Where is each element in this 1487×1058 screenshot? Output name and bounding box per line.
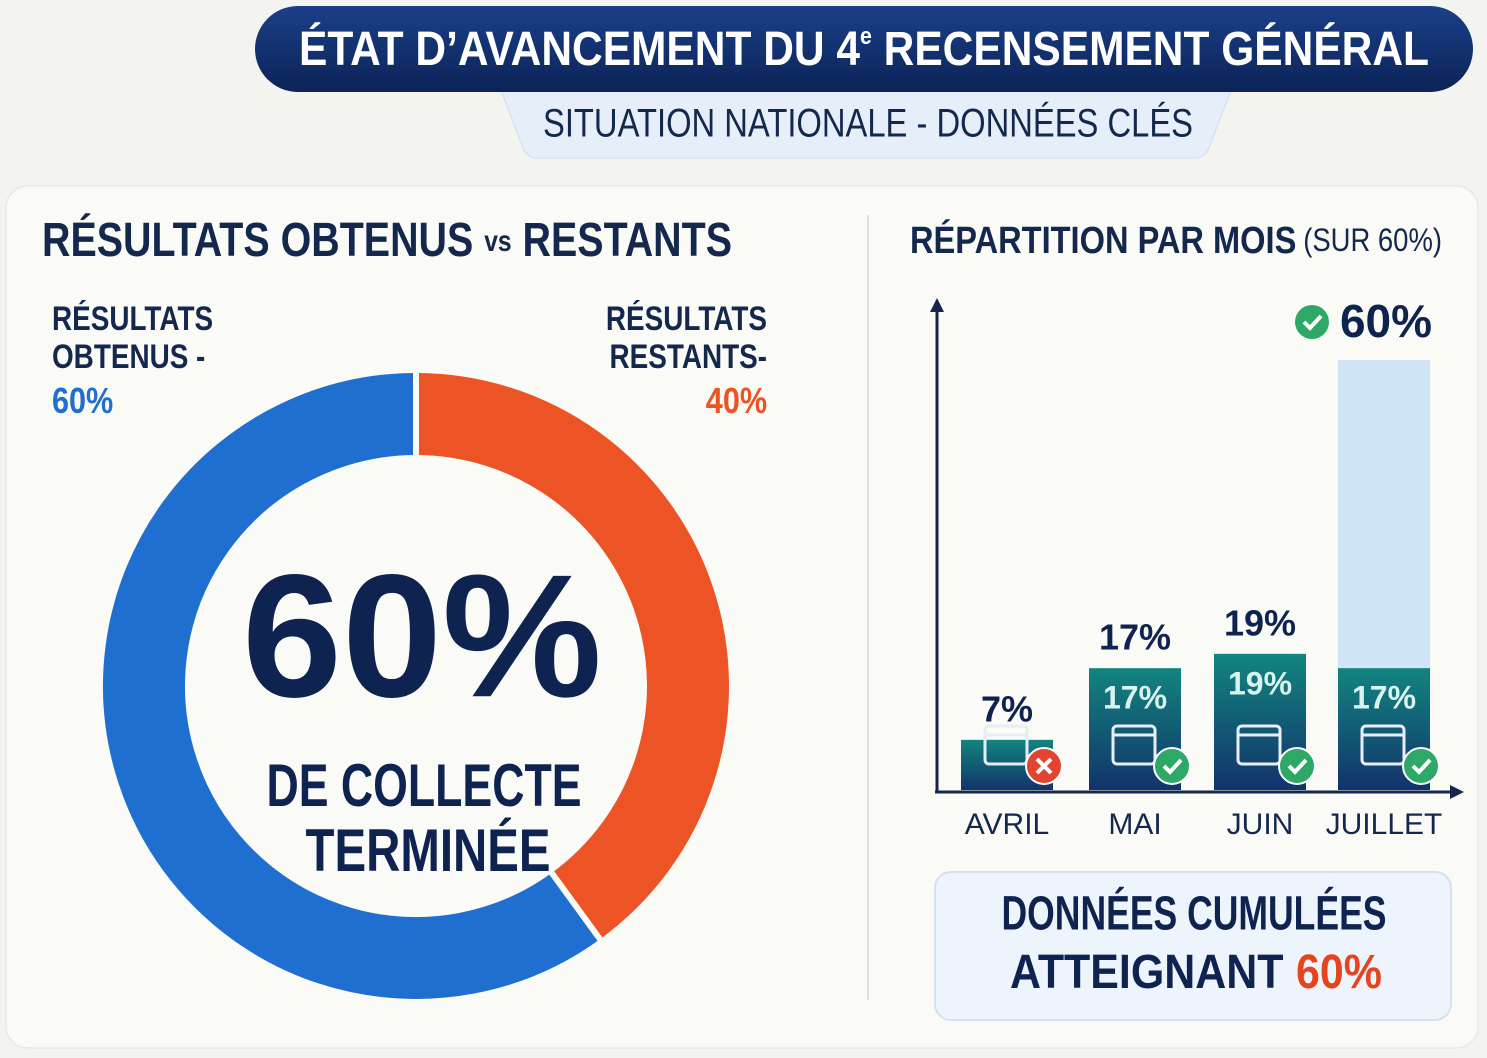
value-label: 19% — [1224, 602, 1296, 643]
value-label: 60% — [52, 380, 114, 421]
value-label: 40% — [705, 380, 767, 421]
donut-segment — [415, 373, 729, 940]
bar-inner-label: 17% — [1103, 680, 1167, 716]
title-part: RESTANTS — [512, 214, 732, 267]
summary-box — [934, 871, 1452, 1021]
donut-title: RÉSULTATS OBTENUS vs RESTANTS — [42, 213, 732, 267]
x-tick-label: JUILLET — [1326, 808, 1443, 841]
value-label: 17% — [1099, 617, 1171, 658]
bar-title: RÉPARTITION PAR MOIS(SUR 60%) — [910, 218, 1442, 262]
x-tick-label: JUIN — [1227, 808, 1294, 841]
header-subtitle: SITUATION NATIONALE - DONNÉES CLÉS — [543, 101, 1193, 146]
cumulative-label: 60% — [1340, 295, 1432, 347]
donut-segment — [103, 373, 600, 999]
calendar-icon — [983, 724, 1029, 766]
value-label: 7% — [981, 688, 1033, 729]
header-title: ÉTAT D’AVANCEMENT DU 4e RECENSEMENT GÉNÉ… — [299, 22, 1429, 76]
legend-label: RÉSULTATS OBTENUS - — [52, 300, 214, 376]
status-mark — [1162, 758, 1183, 775]
status-badge — [1402, 747, 1440, 785]
status-badge — [1278, 747, 1316, 785]
legend-label: RÉSULTATS RESTANTS- — [605, 300, 767, 376]
center-value: 60% — [242, 539, 602, 734]
center-caption: TERMINÉE — [306, 817, 551, 884]
summary-text: ATTEIGNANT — [1010, 946, 1284, 999]
status-badge — [1153, 747, 1191, 785]
bar-inner-label: 19% — [1228, 665, 1292, 701]
calendar-icon — [1236, 724, 1282, 766]
title-sup: e — [860, 23, 872, 50]
header-bar — [255, 6, 1473, 92]
summary-line: ATTEIGNANT60% — [1010, 946, 1382, 999]
summary-line: DONNÉES CUMULÉES — [1002, 887, 1387, 941]
bar-inner-label: 17% — [1352, 680, 1416, 716]
check-mark — [1302, 314, 1323, 331]
title-part: vs — [484, 225, 511, 258]
calendar-icon — [1360, 724, 1406, 766]
title-part: RÉSULTATS OBTENUS — [42, 213, 484, 267]
status-mark — [1411, 758, 1432, 775]
axis-arrow — [930, 298, 944, 312]
status-mark — [1035, 757, 1053, 775]
status-mark — [1287, 758, 1308, 775]
subtitle-box — [499, 87, 1233, 159]
x-tick-label: MAI — [1108, 808, 1161, 841]
title-part: (SUR 60%) — [1303, 222, 1442, 258]
title-part: RÉPARTITION PAR MOIS — [910, 218, 1296, 262]
title-part: RECENSEMENT GÉNÉRAL — [872, 22, 1429, 76]
axis-arrow — [1450, 785, 1464, 799]
title-part: ÉTAT D’AVANCEMENT DU 4 — [299, 22, 860, 76]
center-caption: DE COLLECTE — [267, 752, 582, 819]
summary-highlight: 60% — [1296, 946, 1382, 999]
check-badge — [1295, 305, 1329, 339]
segment-separator — [547, 868, 605, 944]
calendar-icon — [1111, 724, 1157, 766]
x-tick-label: AVRIL — [965, 808, 1049, 841]
